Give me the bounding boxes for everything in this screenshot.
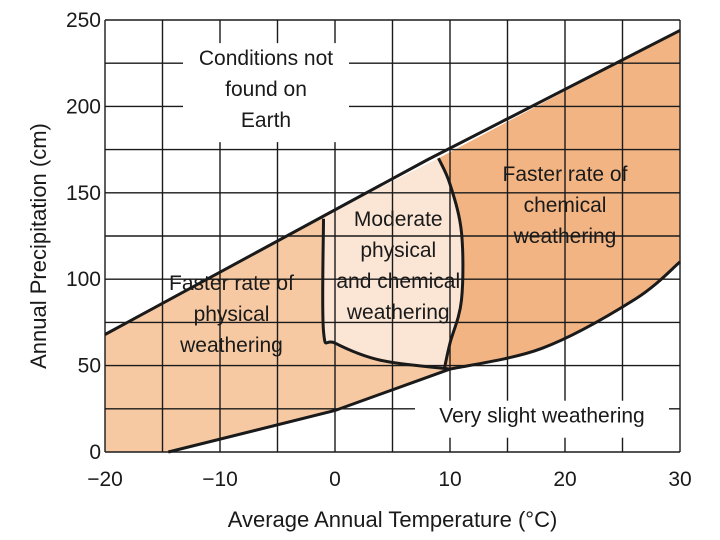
region-label-line: weathering — [346, 301, 450, 324]
y-tick-label: 0 — [89, 441, 101, 464]
y-axis-title: Annual Precipitation (cm) — [26, 123, 51, 369]
region-label: Faster rate of physical weathering — [169, 272, 294, 357]
region-label-line: weathering — [179, 334, 283, 357]
boundary-upper-limit — [104, 29, 681, 336]
region-label-line: physical — [194, 303, 270, 326]
region-label: Very slight weathering — [415, 400, 669, 438]
y-tick-label: 250 — [66, 9, 101, 32]
boundary-moderate-chemical — [437, 157, 465, 370]
region-label-line: Moderate — [354, 208, 443, 231]
region-label-line: chemical — [524, 194, 607, 217]
boundary-lower-limit — [167, 260, 681, 454]
x-tick-label: 20 — [553, 468, 576, 491]
region-label-line: and chemical — [336, 270, 460, 293]
boundary-lines — [104, 29, 681, 454]
region-label-line: weathering — [513, 225, 617, 248]
region-label: Conditions not found on Earth — [183, 43, 349, 143]
label-background — [183, 43, 349, 143]
tick-labels: −20 −10 0 10 20 30 0 50 100 150 200 250 — [66, 9, 692, 491]
y-tick-label: 200 — [66, 95, 101, 118]
region-label-line: Faster rate of — [503, 163, 628, 186]
x-tick-label: 10 — [438, 468, 461, 491]
region-label-line: Faster rate of — [169, 272, 294, 295]
y-tick-label: 50 — [78, 355, 101, 378]
region-label-line: found on — [225, 78, 307, 101]
x-tick-label: 30 — [668, 468, 691, 491]
x-tick-label: −10 — [202, 468, 238, 491]
y-tick-label: 150 — [66, 182, 101, 205]
region-label: Moderate physical and chemical weathering — [336, 208, 460, 324]
region-label: Faster rate of chemical weathering — [503, 163, 628, 248]
region-label-line: physical — [360, 239, 436, 262]
region-chemical-weathering — [438, 30, 680, 370]
boundary-physical-moderate — [321, 218, 451, 371]
y-tick-label: 100 — [66, 268, 101, 291]
x-tick-label: 0 — [329, 468, 341, 491]
x-tick-label: −20 — [87, 468, 123, 491]
region-label-line: Very slight weathering — [439, 405, 644, 428]
grid — [104, 19, 681, 453]
region-labels: Faster rate ofphysicalweatheringModerate… — [169, 43, 669, 438]
region-label-line: Earth — [241, 109, 291, 132]
region-label-line: Conditions not — [199, 47, 333, 70]
label-background — [415, 400, 669, 438]
x-axis-title: Average Annual Temperature (°C) — [228, 507, 558, 532]
